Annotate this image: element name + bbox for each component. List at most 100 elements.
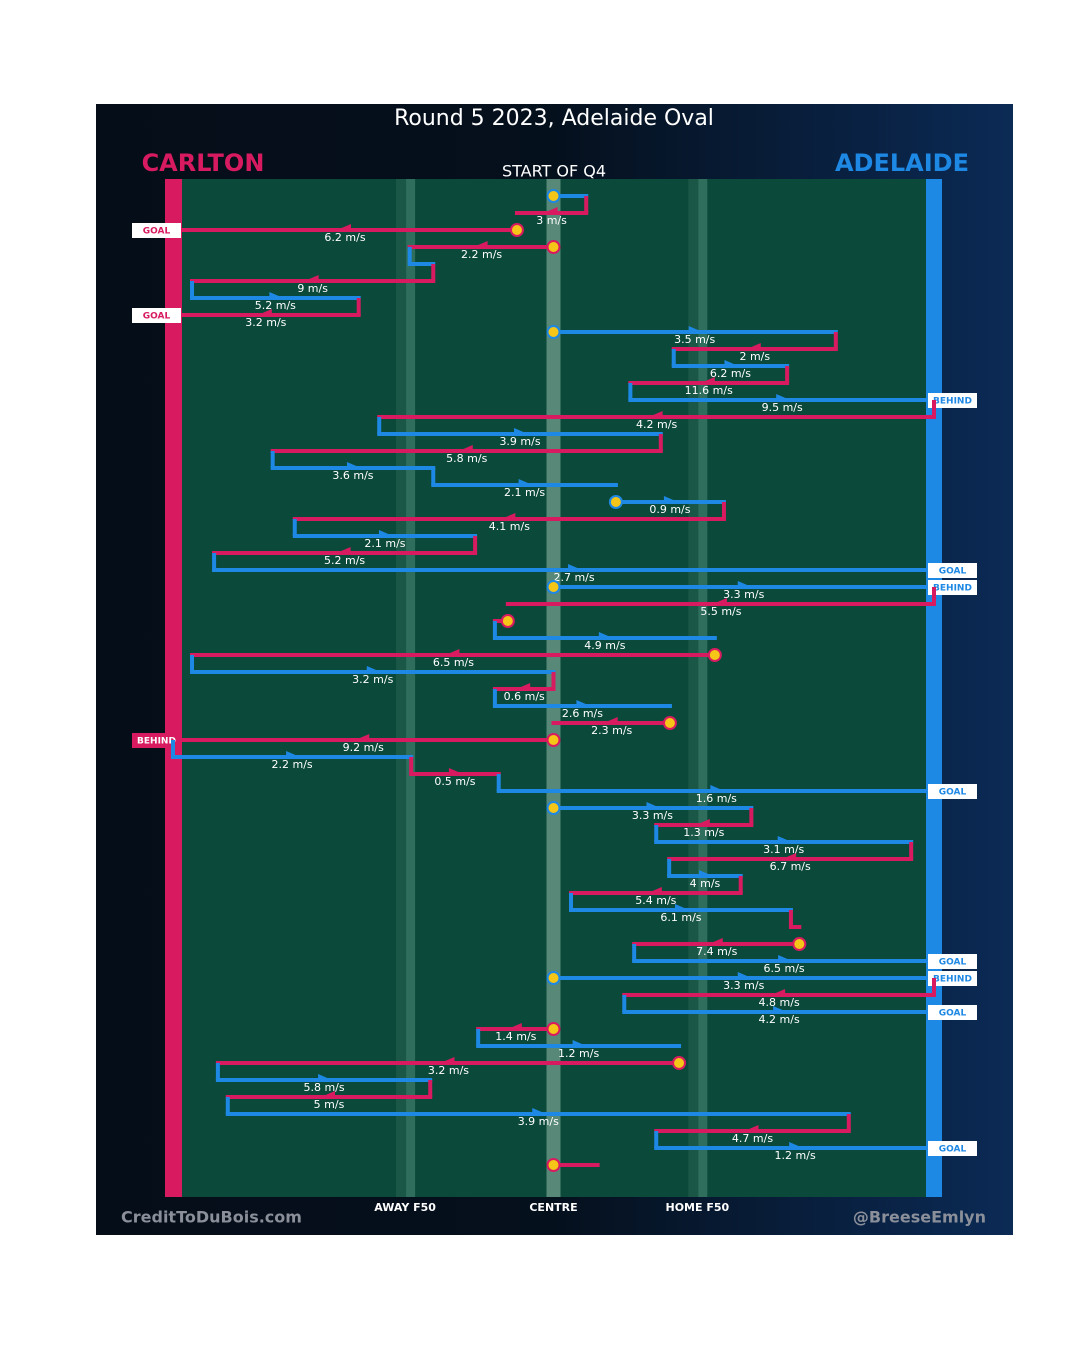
speed-label: 9 m/s xyxy=(297,282,328,295)
stoppage-dot xyxy=(500,614,515,628)
stoppage-dot xyxy=(546,733,561,747)
direction-arrow xyxy=(304,275,319,283)
speed-label: 2 m/s xyxy=(739,350,770,363)
stoppage-dot xyxy=(662,716,677,730)
speed-label: 4.2 m/s xyxy=(636,418,677,431)
speed-label: 2.1 m/s xyxy=(504,486,545,499)
direction-arrow xyxy=(776,394,791,402)
result-badge xyxy=(928,1141,977,1156)
direction-arrow xyxy=(674,904,689,912)
direction-arrow xyxy=(744,1125,759,1133)
direction-arrow xyxy=(507,1023,522,1031)
speed-label: 3.3 m/s xyxy=(723,588,764,601)
speed-label: 3.1 m/s xyxy=(763,843,804,856)
speed-label: 3.2 m/s xyxy=(352,673,393,686)
result-badge xyxy=(132,733,181,748)
direction-arrow xyxy=(448,768,463,776)
speed-label: 6.2 m/s xyxy=(710,367,751,380)
result-badge xyxy=(132,223,181,238)
speed-label: 5.5 m/s xyxy=(700,605,741,618)
direction-arrow xyxy=(724,360,739,368)
field-marker-label: CENTRE xyxy=(529,1201,577,1214)
direction-arrow xyxy=(663,496,678,504)
stoppage-dot xyxy=(707,648,722,662)
result-label: GOAL xyxy=(939,567,967,577)
quarter-label: START OF Q4 xyxy=(502,162,606,181)
team-left: CARLTON xyxy=(142,149,265,177)
speed-label: 2.3 m/s xyxy=(591,724,632,737)
speed-label: 11.6 m/s xyxy=(685,384,733,397)
result-badge xyxy=(928,954,977,969)
speed-label: 3 m/s xyxy=(536,214,567,227)
credit: CreditToDuBois.com xyxy=(121,1208,302,1227)
stoppage-dot xyxy=(546,1022,561,1036)
speed-label: 4.2 m/s xyxy=(759,1013,800,1026)
direction-arrow xyxy=(336,224,351,232)
result-badge xyxy=(132,308,181,323)
speed-label: 3.3 m/s xyxy=(723,979,764,992)
speed-label: 5 m/s xyxy=(314,1098,345,1111)
direction-arrow xyxy=(598,632,613,640)
stoppage-dot xyxy=(546,325,561,339)
direction-arrow xyxy=(773,1006,788,1014)
speed-label: 4.8 m/s xyxy=(759,996,800,1009)
direction-arrow xyxy=(648,411,663,419)
speed-label: 6.5 m/s xyxy=(433,656,474,669)
speed-label: 9.5 m/s xyxy=(762,401,803,414)
direction-arrow xyxy=(708,938,723,946)
stoppage-dot xyxy=(546,240,561,254)
field-marker-label: HOME F50 xyxy=(665,1201,729,1214)
direction-arrow xyxy=(746,343,761,351)
stoppage-dot xyxy=(546,189,561,203)
speed-label: 2.1 m/s xyxy=(364,537,405,550)
result-badge xyxy=(928,1005,977,1020)
direction-arrow xyxy=(440,1057,455,1065)
direction-arrow xyxy=(778,955,793,963)
direction-arrow xyxy=(688,326,703,334)
stoppage-dot xyxy=(546,580,561,594)
speed-label: 3.2 m/s xyxy=(428,1064,469,1077)
direction-arrow xyxy=(532,1108,547,1116)
speed-label: 5.4 m/s xyxy=(635,894,676,907)
field-marker-label: AWAY F50 xyxy=(374,1201,436,1214)
speed-label: 5.2 m/s xyxy=(324,554,365,567)
result-label: BEHIND xyxy=(933,397,972,407)
result-label: GOAL xyxy=(939,1009,967,1019)
speed-label: 1.2 m/s xyxy=(775,1149,816,1162)
result-label: BEHIND xyxy=(933,584,972,594)
speed-label: 3.5 m/s xyxy=(674,333,715,346)
direction-arrow xyxy=(366,666,381,674)
direction-arrow xyxy=(789,1142,804,1150)
direction-arrow xyxy=(355,734,370,742)
direction-arrow xyxy=(712,598,727,606)
result-label: BEHIND xyxy=(137,737,176,747)
direction-arrow xyxy=(458,445,473,453)
direction-arrow xyxy=(336,547,351,555)
direction-arrow xyxy=(698,870,713,878)
speed-label: 6.5 m/s xyxy=(764,962,805,975)
direction-arrow xyxy=(568,564,583,572)
result-label: GOAL xyxy=(939,788,967,798)
speed-label: 2.2 m/s xyxy=(272,758,313,771)
speed-label: 0.9 m/s xyxy=(649,503,690,516)
direction-arrow xyxy=(501,513,516,521)
field-marker-line xyxy=(698,179,708,1197)
direction-arrow xyxy=(647,887,662,895)
speed-label: 1.2 m/s xyxy=(558,1047,599,1060)
direction-arrow xyxy=(710,785,725,793)
result-badge xyxy=(928,563,977,578)
speed-label: 3.9 m/s xyxy=(499,435,540,448)
result-label: GOAL xyxy=(143,227,171,237)
stoppage-dot xyxy=(608,495,623,509)
speed-label: 4 m/s xyxy=(690,877,721,890)
credit: @BreeseEmlyn xyxy=(853,1208,986,1227)
goal-line-right xyxy=(926,179,942,1197)
speed-label: 0.5 m/s xyxy=(434,775,475,788)
plot: AWAY F50 CENTRE HOME F50 3 m/s 6.2 m/s GOAL 2.… xyxy=(132,179,977,1214)
speed-label: 2.6 m/s xyxy=(562,707,603,720)
result-badge xyxy=(928,784,977,799)
stoppage-dot xyxy=(546,971,561,985)
direction-arrow xyxy=(445,649,460,657)
speed-label: 2.7 m/s xyxy=(553,571,594,584)
direction-arrow xyxy=(518,479,533,487)
